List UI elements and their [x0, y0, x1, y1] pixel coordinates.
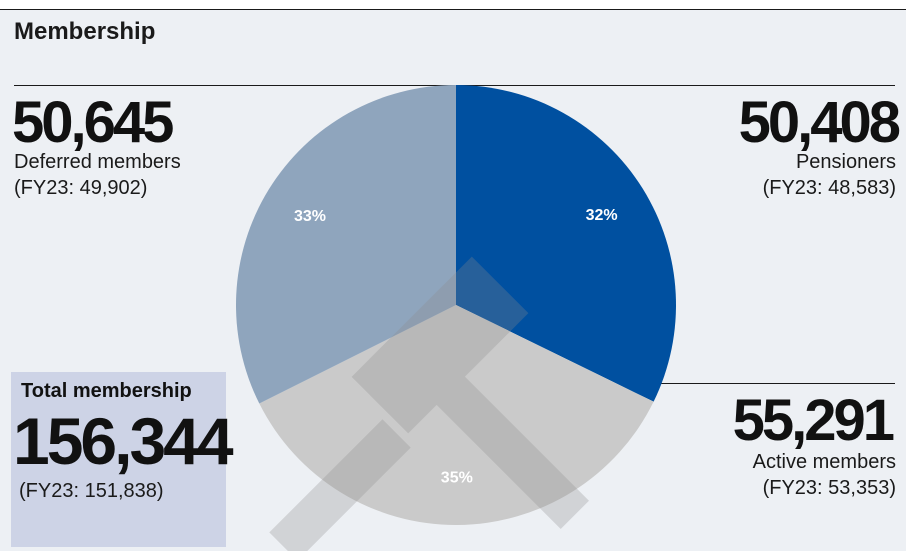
percent-label-active-members: 35% — [441, 470, 473, 487]
pie-slice-active-members — [259, 305, 654, 526]
active-label: Active members — [752, 451, 896, 473]
deferred-label: Deferred members — [14, 151, 181, 173]
active-leader-line — [655, 383, 895, 384]
pensioners-label: Pensioners — [795, 151, 896, 173]
active-value: 55,291 — [732, 388, 895, 453]
total-membership-box: Total membership 156,344 (FY23: 151,838) — [11, 372, 234, 547]
watermark-logo — [269, 256, 589, 551]
pensioners-previous: (FY23: 48,583) — [762, 177, 896, 199]
membership-panel: Membership 32% 35% 33% 50,645 Deferred mem… — [0, 9, 906, 551]
pensioners-leader-line — [458, 85, 895, 86]
pie-slice-deferred-members — [235, 85, 456, 404]
pensioners-value: 50,408 — [738, 90, 901, 155]
pie-slice-pensioners — [456, 85, 677, 402]
deferred-previous: (FY23: 49,902) — [14, 177, 148, 199]
deferred-value: 50,645 — [12, 90, 174, 155]
pie-slices — [235, 85, 677, 526]
total-title: Total membership — [21, 380, 192, 402]
percent-label-deferred-members: 33% — [294, 208, 326, 225]
total-value: 156,344 — [13, 404, 234, 478]
pie-chart: 32% 35% 33% — [235, 85, 677, 551]
percent-label-pensioners: 32% — [586, 207, 618, 224]
percent-labels: 32% 35% 33% — [294, 207, 618, 486]
total-previous: (FY23: 151,838) — [19, 480, 164, 502]
active-previous: (FY23: 53,353) — [762, 477, 896, 499]
deferred-leader-line — [14, 85, 458, 86]
chart-title: Membership — [14, 18, 156, 45]
